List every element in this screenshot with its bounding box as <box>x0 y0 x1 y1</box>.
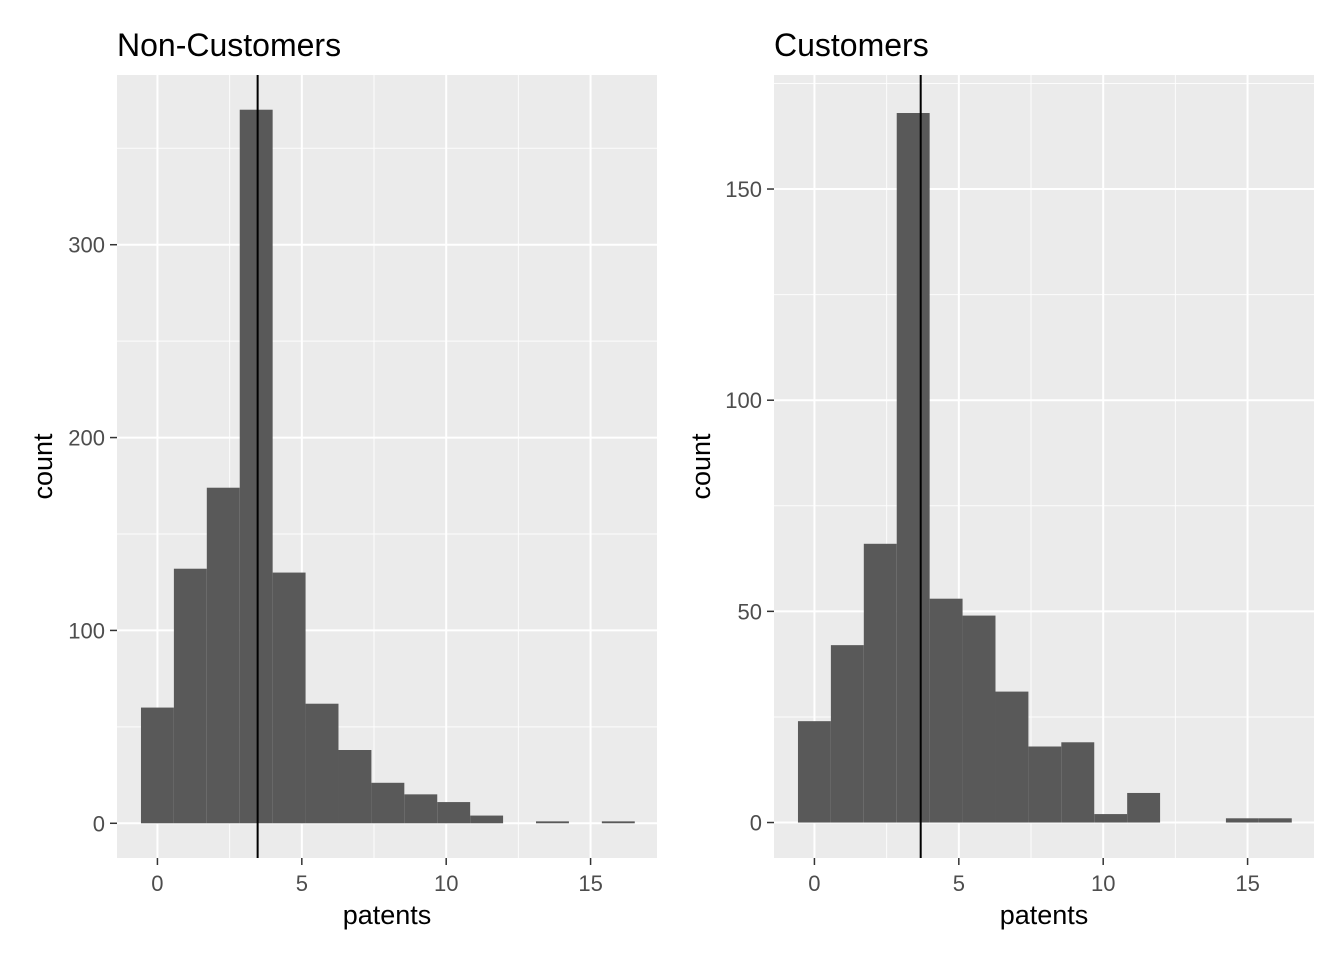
histogram-bar <box>896 113 930 823</box>
y-tick-label: 100 <box>725 388 762 413</box>
histogram-bar <box>863 543 897 823</box>
x-tick-label: 10 <box>1091 871 1115 896</box>
histogram-bar <box>173 568 207 824</box>
histogram-bar <box>470 815 504 824</box>
histogram-bar <box>1258 818 1292 823</box>
y-axis-title: count <box>686 433 716 500</box>
plot-title: Non-Customers <box>117 27 341 63</box>
histogram-bar <box>437 802 471 824</box>
histogram-bar <box>239 109 273 824</box>
y-tick-label: 300 <box>68 233 105 258</box>
histogram-bar <box>830 645 864 823</box>
x-tick-label: 15 <box>1235 871 1259 896</box>
histogram-bar <box>272 572 306 824</box>
x-axis-title: patents <box>1000 900 1089 930</box>
histogram-bar <box>797 721 831 823</box>
histogram-bar <box>962 615 996 823</box>
y-tick-label: 0 <box>93 811 105 836</box>
histogram-bar <box>206 487 240 824</box>
x-tick-label: 5 <box>296 871 308 896</box>
histogram-bar <box>404 794 438 824</box>
x-tick-label: 15 <box>578 871 602 896</box>
histogram-bar <box>140 707 174 824</box>
histogram-bar <box>929 598 963 823</box>
histogram-bar <box>371 782 405 824</box>
x-tick-label: 0 <box>808 871 820 896</box>
histogram-bar <box>1225 818 1259 823</box>
histogram-bar <box>1094 814 1128 823</box>
histogram-bar <box>995 691 1029 823</box>
non-customers-panel: 0 5 10 15 0 100 200 300 patents count Non-Customer… <box>28 27 657 930</box>
histogram-bar <box>305 703 339 824</box>
x-tick-label: 10 <box>434 871 458 896</box>
y-tick-label: 150 <box>725 177 762 202</box>
y-axis-title: count <box>28 433 58 500</box>
plot-title: Customers <box>774 27 929 63</box>
histogram-bar <box>338 750 372 824</box>
y-tick-label: 0 <box>750 811 762 836</box>
y-tick-label: 50 <box>738 599 762 624</box>
x-tick-label: 0 <box>151 871 163 896</box>
histogram-bar <box>1127 792 1161 823</box>
histogram-bar <box>601 821 635 824</box>
histogram-bar <box>536 821 569 824</box>
histogram-bar <box>1028 746 1062 823</box>
histogram-bar <box>1061 742 1095 823</box>
y-tick-label: 200 <box>68 426 105 451</box>
y-tick-label: 100 <box>68 618 105 643</box>
x-axis-title: patents <box>343 900 432 930</box>
x-tick-label: 5 <box>953 871 965 896</box>
